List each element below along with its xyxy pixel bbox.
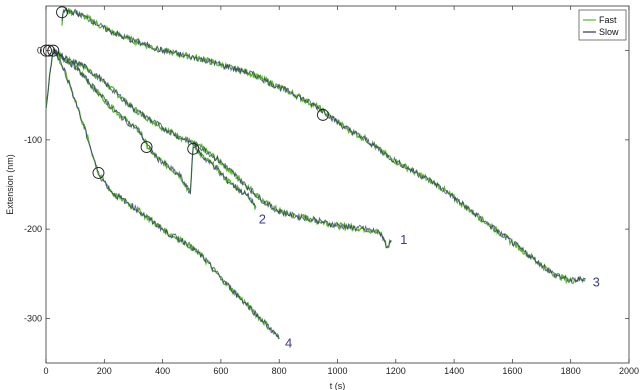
event-markers <box>40 6 329 179</box>
y-tick-label: -100 <box>24 135 42 145</box>
x-tick-label: 600 <box>213 366 228 376</box>
data-traces <box>45 6 586 340</box>
event-marker-circle <box>316 108 329 121</box>
trace-labels: 1 2 3 4 <box>259 211 600 350</box>
legend-label-slow: Slow <box>599 27 619 37</box>
event-marker-circle <box>40 44 52 57</box>
event-marker-circle <box>92 166 105 179</box>
legend-label-fast: Fast <box>599 15 617 25</box>
y-tick-label: -300 <box>24 313 42 323</box>
x-tick-label: 1400 <box>444 366 464 376</box>
series-line-slow-trace-1 <box>45 48 392 249</box>
x-tick-label: 2000 <box>619 366 639 376</box>
x-tick-label: 1600 <box>502 366 522 376</box>
legend: Fast Slow <box>578 9 627 41</box>
legend-box <box>578 9 627 41</box>
trace-label-2: 2 <box>259 211 266 226</box>
x-axis-title: t (s) <box>330 381 346 390</box>
series-line-slow-trace-4 <box>54 52 280 340</box>
trace-label-3: 3 <box>593 275 600 290</box>
event-marker-circle <box>56 6 68 19</box>
plot-area <box>45 5 630 364</box>
x-tick-label: 800 <box>272 366 287 376</box>
x-tick-label: 400 <box>155 366 170 376</box>
x-tick-label: 1200 <box>386 366 406 376</box>
event-marker-circle <box>47 44 60 57</box>
trace-label-1: 1 <box>400 232 407 247</box>
y-axis-title: Extension (nm) <box>5 154 15 215</box>
x-tick-label: 1800 <box>561 366 581 376</box>
y-tick-label: -200 <box>24 224 42 234</box>
axis-ticks: 0 200 400 600 800 1000 1200 1400 1600 1800 2000 -30… <box>24 6 639 376</box>
trace-label-4: 4 <box>285 335 292 350</box>
x-tick-label: 1000 <box>327 366 347 376</box>
series-line-slow-trace-2 <box>53 47 257 208</box>
y-tick-label: 0 <box>37 46 42 56</box>
x-tick-label: 0 <box>43 366 48 376</box>
event-marker-circle <box>140 141 153 153</box>
event-marker-circle <box>187 142 200 155</box>
series-line-slow-trace-3 <box>61 7 586 284</box>
event-marker-circle <box>42 44 55 57</box>
x-tick-label: 200 <box>97 366 112 376</box>
